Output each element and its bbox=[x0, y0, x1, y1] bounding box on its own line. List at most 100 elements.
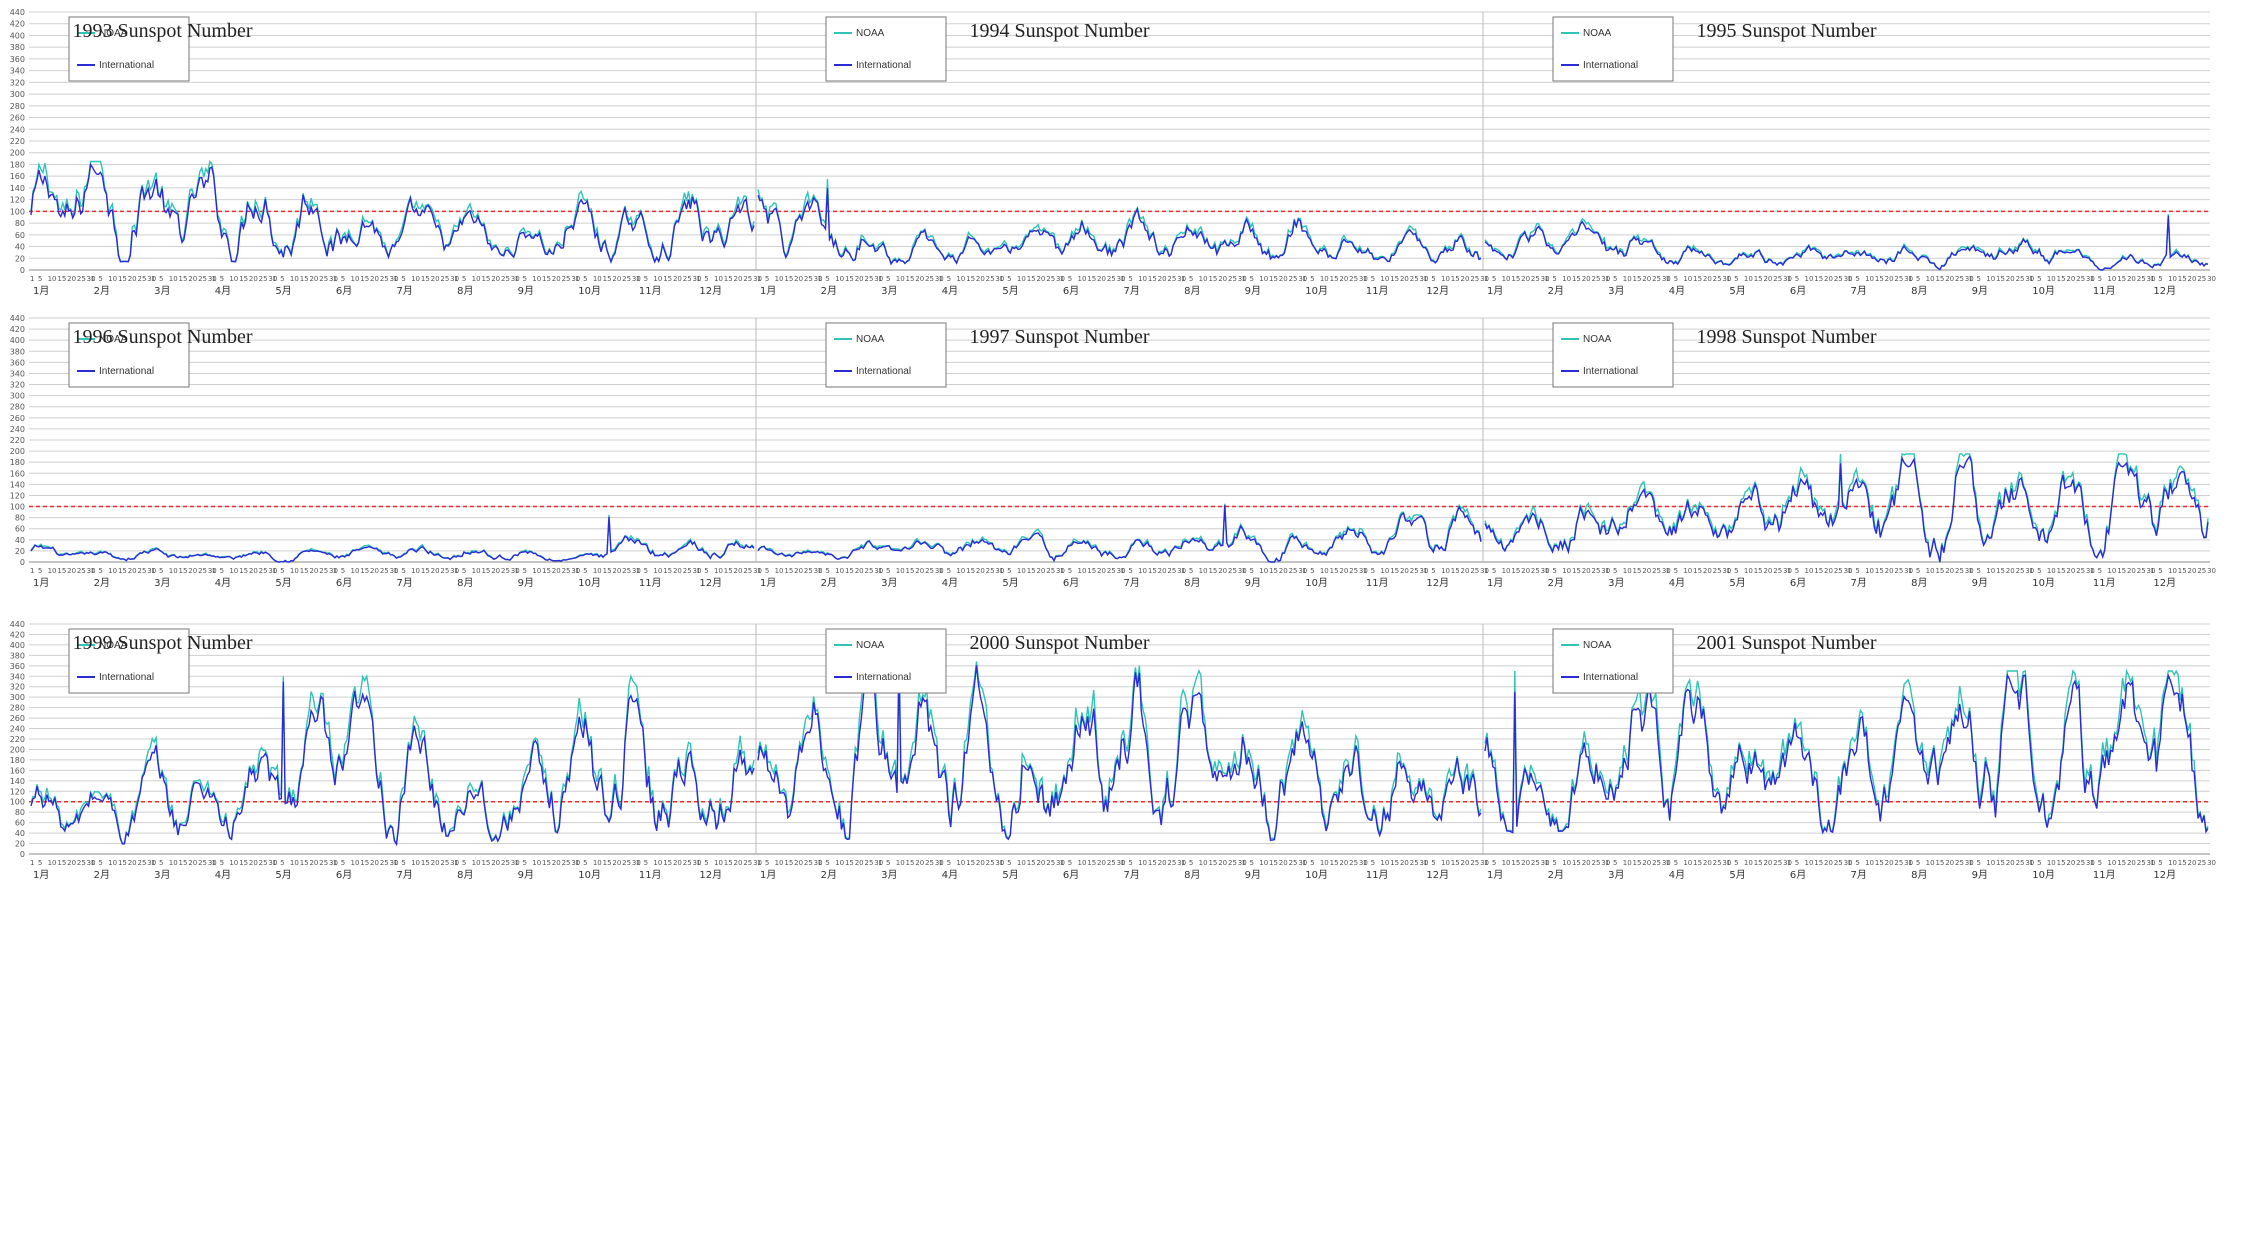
day-tick-label: 5 bbox=[2037, 567, 2041, 575]
y-tick-label: 120 bbox=[10, 787, 25, 796]
day-tick-label: 30 bbox=[390, 567, 399, 575]
y-tick-label: 440 bbox=[10, 8, 25, 17]
day-tick-label: 1 bbox=[394, 859, 398, 867]
day-tick-label: 15 bbox=[1087, 275, 1096, 283]
day-tick-label: 30 bbox=[1965, 275, 1974, 283]
day-tick-label: 25 bbox=[2076, 567, 2085, 575]
month-label: 1月 bbox=[33, 577, 49, 589]
day-tick-label: 25 bbox=[1349, 859, 1358, 867]
day-tick-label: 5 bbox=[644, 859, 648, 867]
day-tick-label: 15 bbox=[1027, 567, 1036, 575]
day-tick-label: 30 bbox=[1177, 567, 1186, 575]
day-tick-label: 1 bbox=[30, 859, 34, 867]
day-tick-label: 10 bbox=[2168, 275, 2177, 283]
day-tick-label: 25 bbox=[1591, 275, 1600, 283]
day-tick-label: 5 bbox=[2098, 275, 2102, 283]
day-tick-label: 20 bbox=[1158, 859, 1167, 867]
day-tick-label: 1 bbox=[2150, 859, 2154, 867]
day-tick-label: 5 bbox=[1613, 859, 1617, 867]
day-tick-label: 5 bbox=[947, 859, 951, 867]
day-tick-label: 20 bbox=[1461, 567, 1470, 575]
day-tick-label: 1 bbox=[30, 567, 34, 575]
month-label: 12月 bbox=[699, 869, 722, 881]
day-tick-label: 15 bbox=[1875, 859, 1884, 867]
day-tick-label: 20 bbox=[2066, 859, 2075, 867]
day-tick-label: 25 bbox=[864, 859, 873, 867]
day-tick-label: 15 bbox=[1390, 275, 1399, 283]
day-tick-label: 5 bbox=[765, 859, 769, 867]
day-tick-label: 5 bbox=[1007, 859, 1011, 867]
day-tick-label: 15 bbox=[603, 859, 612, 867]
day-tick-label: 20 bbox=[612, 859, 621, 867]
day-tick-label: 30 bbox=[268, 567, 277, 575]
day-tick-label: 30 bbox=[1662, 567, 1671, 575]
y-tick-label: 0 bbox=[20, 266, 25, 275]
day-tick-label: 1 bbox=[515, 275, 519, 283]
day-tick-label: 25 bbox=[864, 275, 873, 283]
day-tick-label: 1 bbox=[1060, 275, 1064, 283]
y-tick-label: 400 bbox=[10, 31, 25, 40]
day-tick-label: 30 bbox=[1117, 275, 1126, 283]
month-label: 9月 bbox=[518, 577, 534, 589]
legend-label-noaa: NOAA bbox=[99, 28, 128, 39]
y-tick-label: 0 bbox=[20, 850, 25, 859]
year-chart-title: 1995 Sunspot Number bbox=[1697, 20, 1877, 42]
day-tick-label: 25 bbox=[77, 275, 86, 283]
day-tick-label: 20 bbox=[128, 567, 137, 575]
day-tick-label: 5 bbox=[583, 567, 587, 575]
day-tick-label: 1 bbox=[1666, 275, 1670, 283]
day-tick-label: 25 bbox=[1894, 567, 1903, 575]
month-label: 7月 bbox=[397, 577, 413, 589]
day-tick-label: 15 bbox=[2117, 859, 2126, 867]
day-tick-label: 30 bbox=[1904, 275, 1913, 283]
day-tick-label: 20 bbox=[1642, 859, 1651, 867]
day-tick-label: 10 bbox=[2107, 567, 2116, 575]
month-label: 8月 bbox=[1911, 577, 1927, 589]
day-tick-label: 20 bbox=[2188, 567, 2197, 575]
month-label: 2月 bbox=[94, 577, 110, 589]
day-tick-label: 1 bbox=[1605, 567, 1609, 575]
day-tick-label: 30 bbox=[693, 275, 702, 283]
day-tick-label: 15 bbox=[1754, 859, 1763, 867]
day-tick-label: 20 bbox=[2127, 567, 2136, 575]
day-tick-label: 5 bbox=[1492, 275, 1496, 283]
month-label: 10月 bbox=[2032, 869, 2055, 881]
day-tick-label: 5 bbox=[341, 567, 345, 575]
day-tick-label: 10 bbox=[1683, 567, 1692, 575]
month-label: 12月 bbox=[2153, 285, 2176, 297]
year-block-1993 Sunspot Number: 1 5 10 15 20 25 301月1 5 10 15 20 25 302月1 5 10 15 20 25 30… bbox=[29, 16, 762, 297]
month-label: 1月 bbox=[33, 869, 49, 881]
day-tick-label: 20 bbox=[2188, 859, 2197, 867]
day-tick-label: 10 bbox=[1259, 275, 1268, 283]
month-label: 9月 bbox=[1245, 577, 1261, 589]
day-tick-label: 25 bbox=[804, 859, 813, 867]
day-tick-label: 15 bbox=[481, 859, 490, 867]
series-line-international bbox=[757, 657, 1482, 841]
day-tick-label: 15 bbox=[1572, 859, 1581, 867]
day-tick-label: 25 bbox=[622, 567, 631, 575]
day-tick-label: 25 bbox=[1652, 567, 1661, 575]
month-label: 1月 bbox=[1487, 577, 1503, 589]
day-tick-label: 25 bbox=[1046, 567, 1055, 575]
day-tick-label: 20 bbox=[67, 859, 76, 867]
day-tick-label: 1 bbox=[1484, 859, 1488, 867]
day-tick-label: 25 bbox=[1107, 275, 1116, 283]
y-tick-label: 200 bbox=[10, 149, 25, 158]
day-tick-label: 10 bbox=[714, 859, 723, 867]
day-tick-label: 10 bbox=[653, 567, 662, 575]
day-tick-label: 10 bbox=[351, 859, 360, 867]
series-line-international bbox=[757, 188, 1482, 266]
day-tick-label: 20 bbox=[1521, 275, 1530, 283]
legend-box bbox=[1552, 322, 1674, 388]
day-tick-label: 5 bbox=[1734, 275, 1738, 283]
day-tick-label: 25 bbox=[2137, 859, 2146, 867]
month-label: 10月 bbox=[1305, 869, 1328, 881]
day-tick-label: 5 bbox=[825, 859, 829, 867]
day-tick-label: 30 bbox=[2086, 859, 2095, 867]
day-tick-label: 25 bbox=[1470, 859, 1479, 867]
day-tick-label: 20 bbox=[1461, 859, 1470, 867]
day-tick-label: 15 bbox=[239, 567, 248, 575]
day-tick-label: 20 bbox=[1824, 275, 1833, 283]
day-tick-label: 30 bbox=[995, 275, 1004, 283]
day-tick-label: 10 bbox=[653, 859, 662, 867]
